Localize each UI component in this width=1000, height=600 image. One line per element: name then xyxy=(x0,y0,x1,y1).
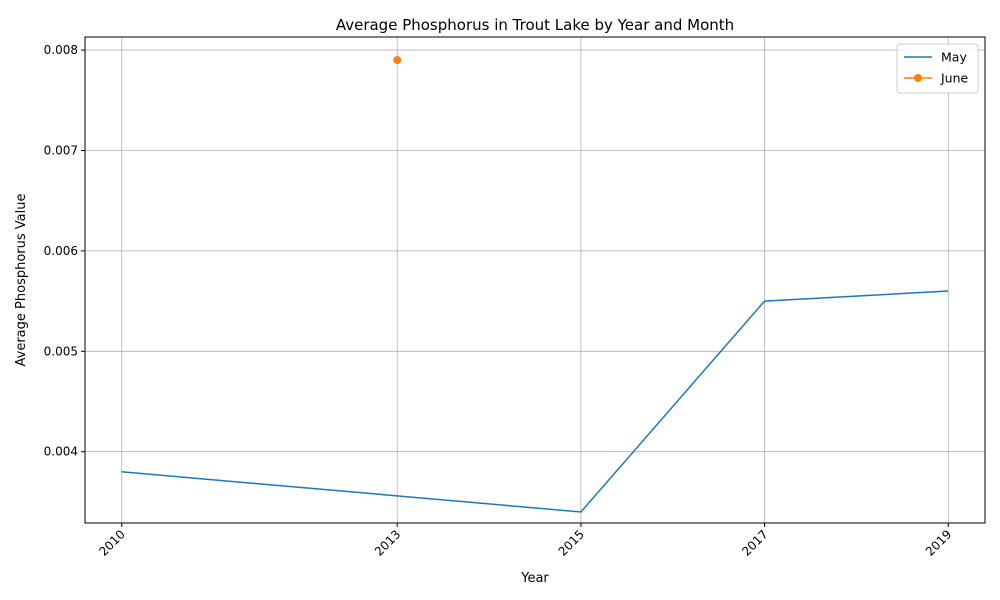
y-tick-label: 0.005 xyxy=(44,344,78,358)
series-layer xyxy=(121,56,949,513)
tick-layer: 2010 2013 2015 2017 2019 0.004 0.005 0.006 0.007… xyxy=(44,43,955,559)
x-tick-label: 2019 xyxy=(923,527,954,558)
x-tick-label: 2015 xyxy=(556,527,587,558)
legend: May June xyxy=(896,43,979,94)
x-tick-label: 2010 xyxy=(96,527,127,558)
x-tick-label: 2013 xyxy=(372,527,403,558)
data-point-june xyxy=(393,56,402,65)
grid-lines xyxy=(85,37,985,523)
x-axis-label: Year xyxy=(520,571,549,586)
y-tick-label: 0.007 xyxy=(44,143,78,157)
x-tick-label: 2017 xyxy=(739,527,770,558)
y-axis-label: Average Phosphorus Value xyxy=(14,194,29,367)
y-tick-label: 0.006 xyxy=(44,244,78,258)
plot-frame xyxy=(84,36,986,524)
chart-title: Average Phosphorus in Trout Lake by Year… xyxy=(336,16,734,34)
y-tick-label: 0.004 xyxy=(44,445,78,459)
legend-marker-june xyxy=(914,74,922,82)
y-tick-label: 0.008 xyxy=(44,43,78,57)
legend-label-june: June xyxy=(940,71,969,86)
legend-label-may: May xyxy=(941,50,967,65)
series-line-may xyxy=(121,290,949,513)
